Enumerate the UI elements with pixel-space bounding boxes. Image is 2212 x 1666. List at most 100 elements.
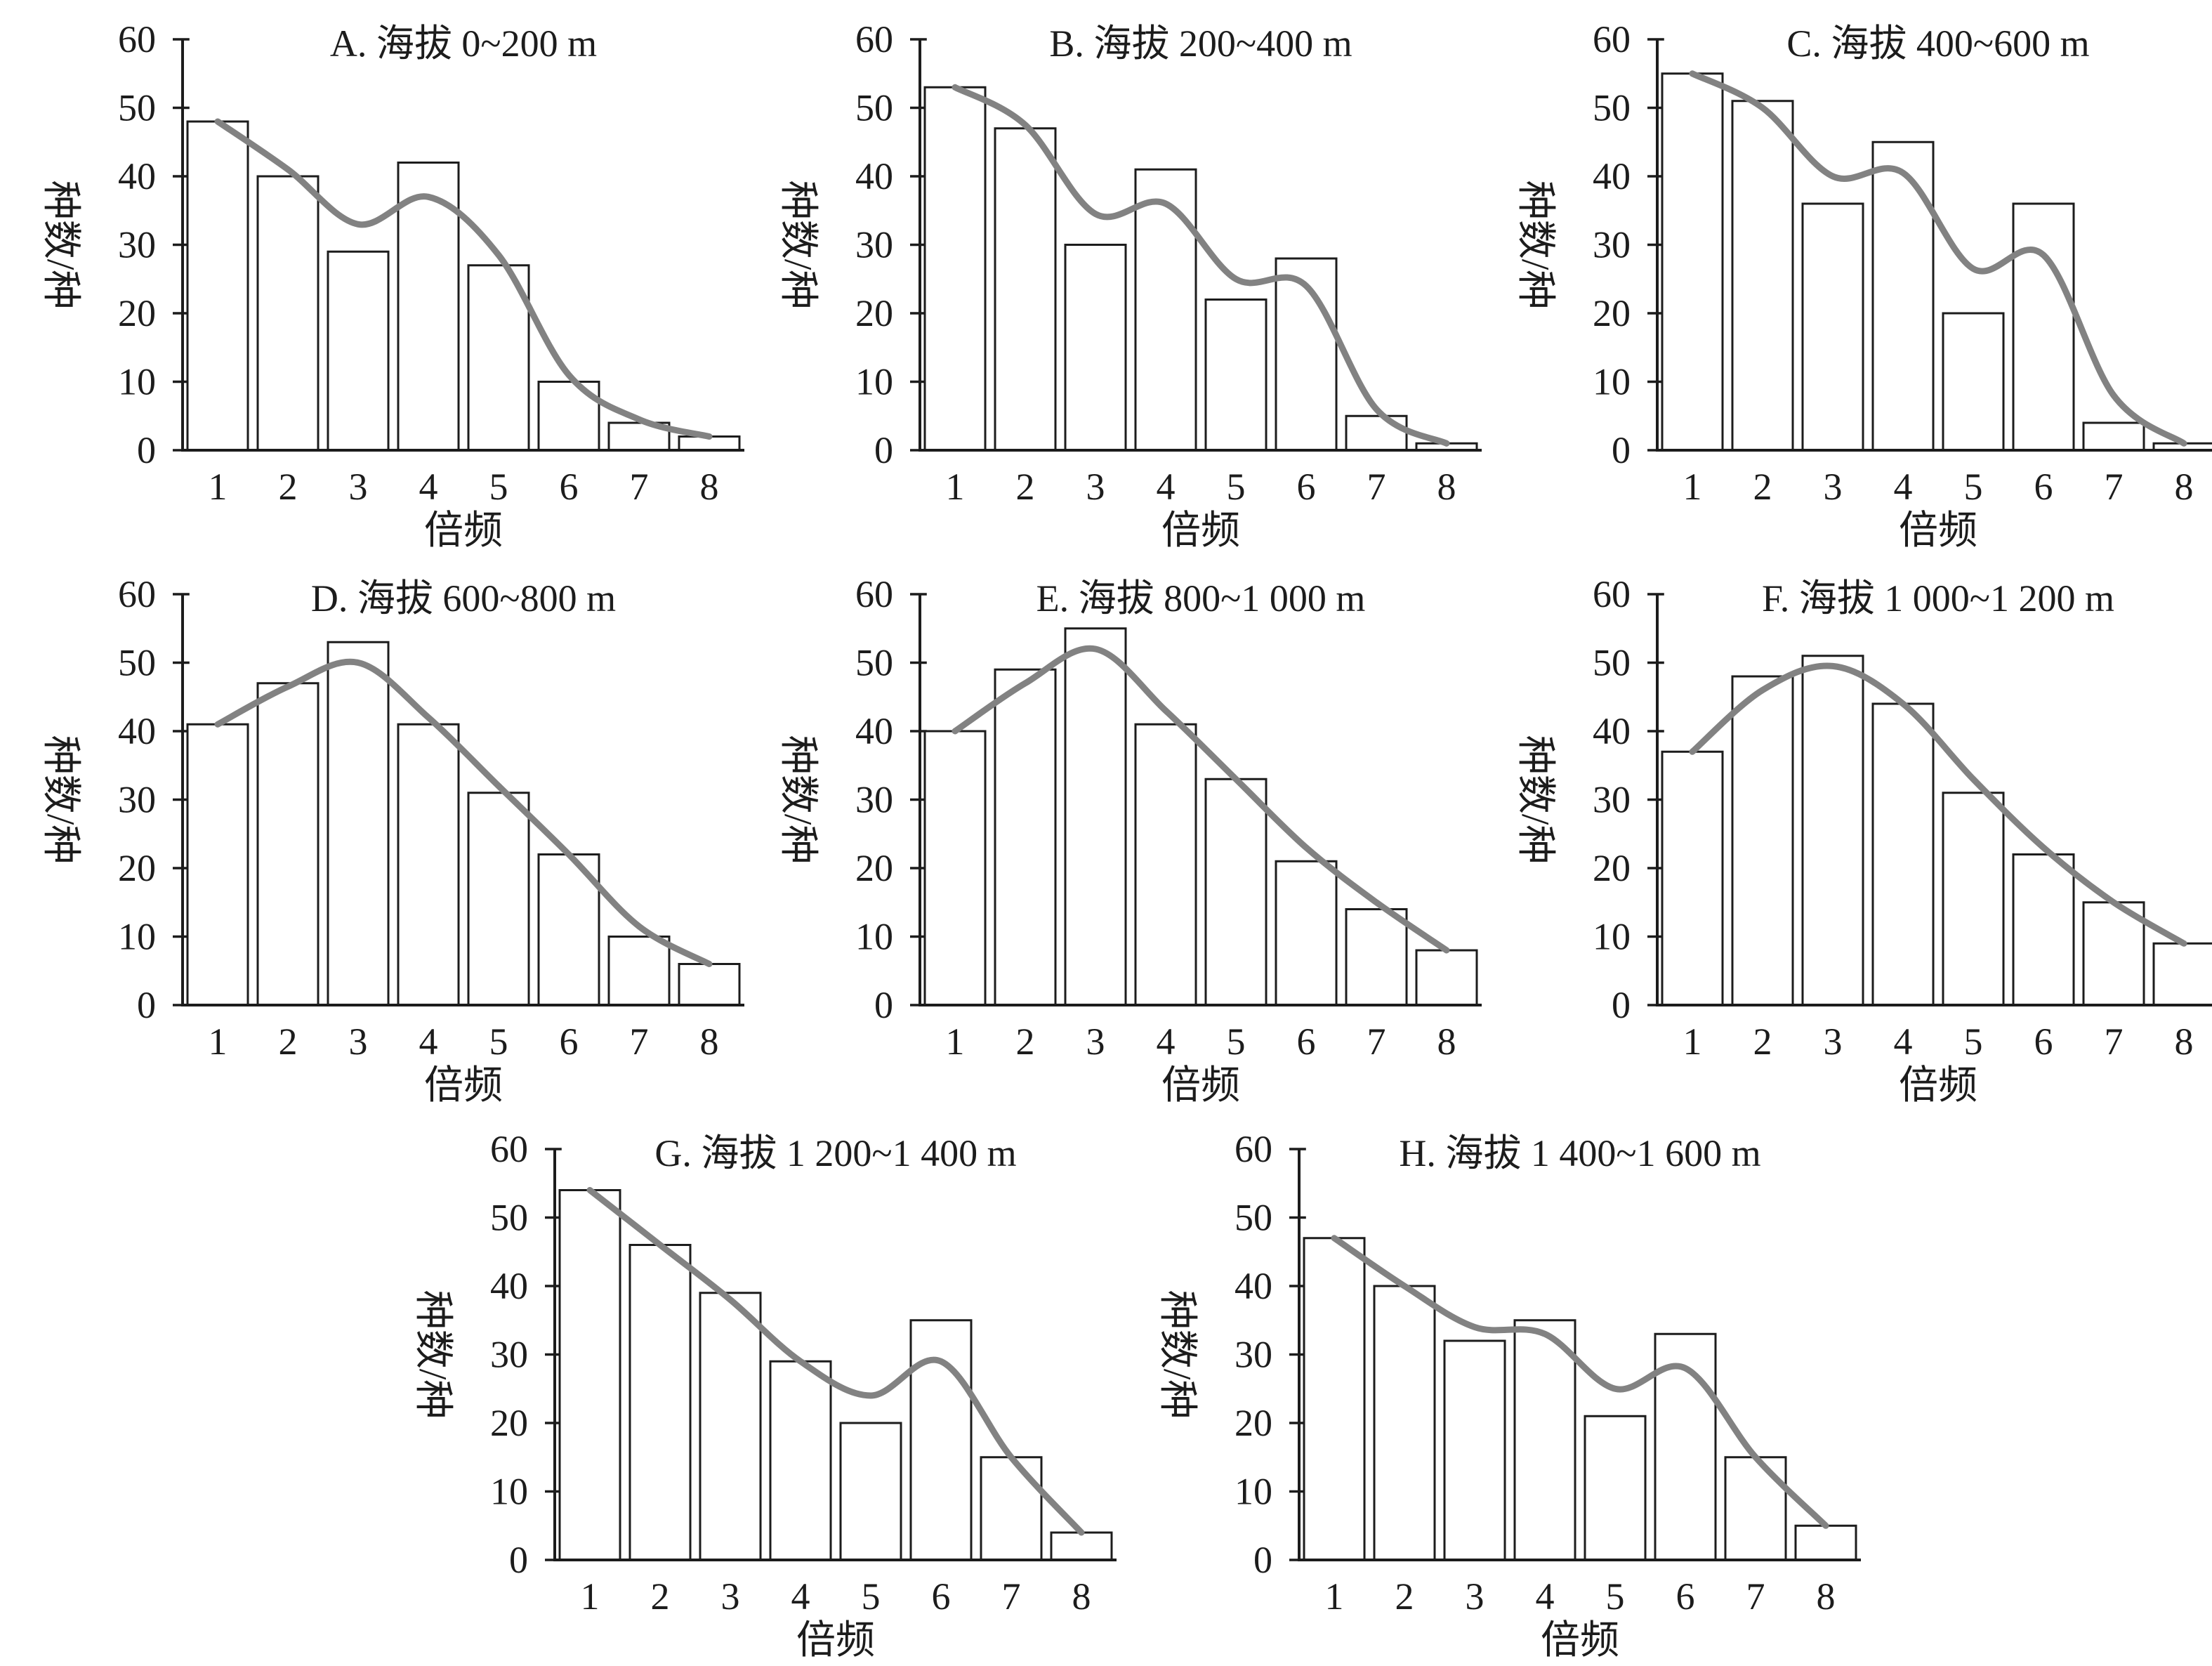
y-tick-label: 40: [490, 1265, 528, 1307]
x-tick-label: 7: [1367, 466, 1386, 508]
bar: [1661, 72, 1724, 452]
x-tick-label: 6: [932, 1575, 951, 1618]
y-tick-label: 20: [855, 847, 893, 889]
y-tick-label: 10: [855, 361, 893, 403]
y-tick-label: 40: [1235, 1265, 1272, 1307]
x-tick-label: 8: [2175, 1021, 2194, 1063]
bars-group: [923, 86, 1478, 452]
x-tick-label: 3: [1086, 466, 1105, 508]
bar: [256, 682, 320, 1006]
x-tick-label: 3: [1466, 1575, 1484, 1618]
x-tick-label: 8: [1817, 1575, 1836, 1618]
y-tick-label: 10: [1593, 916, 1631, 958]
bars-group: [186, 120, 741, 452]
chart-svg: G. 海拔 1 200~1 400 m 0 10 20 30 40 50 60 1 2 3 4 5 6 7 8…: [411, 1128, 1117, 1662]
x-tick-label: 8: [1072, 1575, 1091, 1618]
x-tick-label: 2: [1753, 466, 1772, 508]
x-tick-label: 4: [1157, 466, 1176, 508]
trend-curve: [1331, 1235, 1829, 1529]
bar: [1794, 1524, 1857, 1561]
x-tick-label: 1: [946, 1021, 965, 1063]
x-axis-title: 倍频: [1899, 1064, 1977, 1108]
x-tick-label: 8: [1437, 1021, 1456, 1063]
bar: [769, 1360, 832, 1561]
x-tick-label: 4: [1894, 466, 1913, 508]
bar: [678, 963, 741, 1006]
y-tick-label: 60: [118, 18, 156, 60]
y-tick-label: 30: [118, 779, 156, 821]
y-tick-label: 50: [855, 87, 893, 129]
y-tick-label: 60: [1235, 1128, 1272, 1170]
x-tick-label: 2: [1395, 1575, 1414, 1618]
bar: [1871, 702, 1935, 1006]
y-tick-label: 50: [855, 642, 893, 684]
y-tick-label: 20: [490, 1402, 528, 1444]
x-axis-title: 倍频: [424, 1064, 503, 1108]
bar: [327, 641, 390, 1006]
bars-group: [186, 641, 741, 1006]
x-tick-label: 7: [1746, 1575, 1765, 1618]
bar: [1345, 908, 1408, 1006]
bar: [923, 86, 987, 452]
bar: [994, 668, 1057, 1006]
trend-curve: [214, 658, 713, 967]
bar: [1050, 1531, 1113, 1561]
x-tick-label: 5: [489, 466, 508, 508]
trend-curve: [952, 84, 1450, 447]
x-tick-label: 1: [1683, 466, 1702, 508]
trend-curve: [214, 118, 713, 440]
x-tick-label: 2: [1016, 1021, 1035, 1063]
x-axis-title: 倍频: [424, 509, 503, 553]
bar: [1731, 675, 1794, 1006]
x-tick-label: 3: [1086, 1021, 1105, 1063]
bar: [699, 1292, 762, 1561]
x-tick-label: 5: [1964, 1021, 1983, 1063]
y-tick-label: 50: [1593, 87, 1631, 129]
bar: [2012, 202, 2075, 452]
x-tick-label: 8: [700, 466, 719, 508]
x-tick-label: 1: [581, 1575, 600, 1618]
bar: [1064, 244, 1127, 452]
chart-panel-E: E. 海拔 800~1 000 m 0 10 20 30 40 50 60 1 2 3 4 5 6 7 8 倍频…: [765, 566, 1503, 1121]
chart-svg: C. 海拔 400~600 m 0 10 20 30 40 50 60 1 2 3 4 5 6 7 8 倍频 种数…: [1513, 18, 2212, 553]
bar: [558, 1189, 621, 1561]
bars-group: [558, 1189, 1113, 1561]
trend-curve: [952, 645, 1450, 954]
y-tick-label: 30: [1593, 224, 1631, 266]
y-tick-label: 30: [118, 224, 156, 266]
bar: [1942, 312, 2005, 452]
y-tick-label: 0: [874, 429, 893, 471]
bar: [923, 730, 987, 1006]
trend-curve: [1689, 70, 2187, 447]
y-tick-label: 40: [855, 155, 893, 197]
bar: [2082, 421, 2145, 452]
y-axis-title: 种数/种: [39, 181, 82, 310]
y-tick-label: 60: [490, 1128, 528, 1170]
y-tick-label: 10: [118, 361, 156, 403]
x-tick-label: 7: [2105, 1021, 2124, 1063]
bar: [2152, 942, 2212, 1006]
bar: [628, 1244, 692, 1561]
x-tick-label: 1: [946, 466, 965, 508]
chart-svg: D. 海拔 600~800 m 0 10 20 30 40 50 60 1 2 3 4 5 6 7 8 倍频 种数…: [39, 573, 744, 1108]
x-tick-label: 7: [630, 1021, 649, 1063]
x-tick-label: 3: [721, 1575, 740, 1618]
x-tick-label: 1: [209, 1021, 228, 1063]
y-tick-label: 30: [1235, 1334, 1272, 1376]
y-tick-label: 40: [118, 155, 156, 197]
y-tick-label: 60: [1593, 573, 1631, 615]
bar: [467, 264, 530, 452]
bar: [2012, 853, 2075, 1006]
bar: [1275, 860, 1338, 1006]
y-tick-label: 60: [1593, 18, 1631, 60]
y-tick-label: 0: [509, 1539, 528, 1581]
y-tick-label: 10: [118, 916, 156, 958]
y-axis-title: 种数/种: [1155, 1290, 1199, 1419]
x-tick-label: 6: [1297, 466, 1316, 508]
x-tick-label: 8: [2175, 466, 2194, 508]
x-tick-label: 8: [1437, 466, 1456, 508]
chart-panel-F: F. 海拔 1 000~1 200 m 0 10 20 30 40 50 60 1 2 3 4 5 6 7 8…: [1503, 566, 2212, 1121]
bar: [1134, 168, 1197, 452]
chart-svg: B. 海拔 200~400 m 0 10 20 30 40 50 60 1 2 3 4 5 6 7 8 倍频 种数…: [776, 18, 1482, 553]
chart-title: H. 海拔 1 400~1 600 m: [1399, 1132, 1760, 1174]
